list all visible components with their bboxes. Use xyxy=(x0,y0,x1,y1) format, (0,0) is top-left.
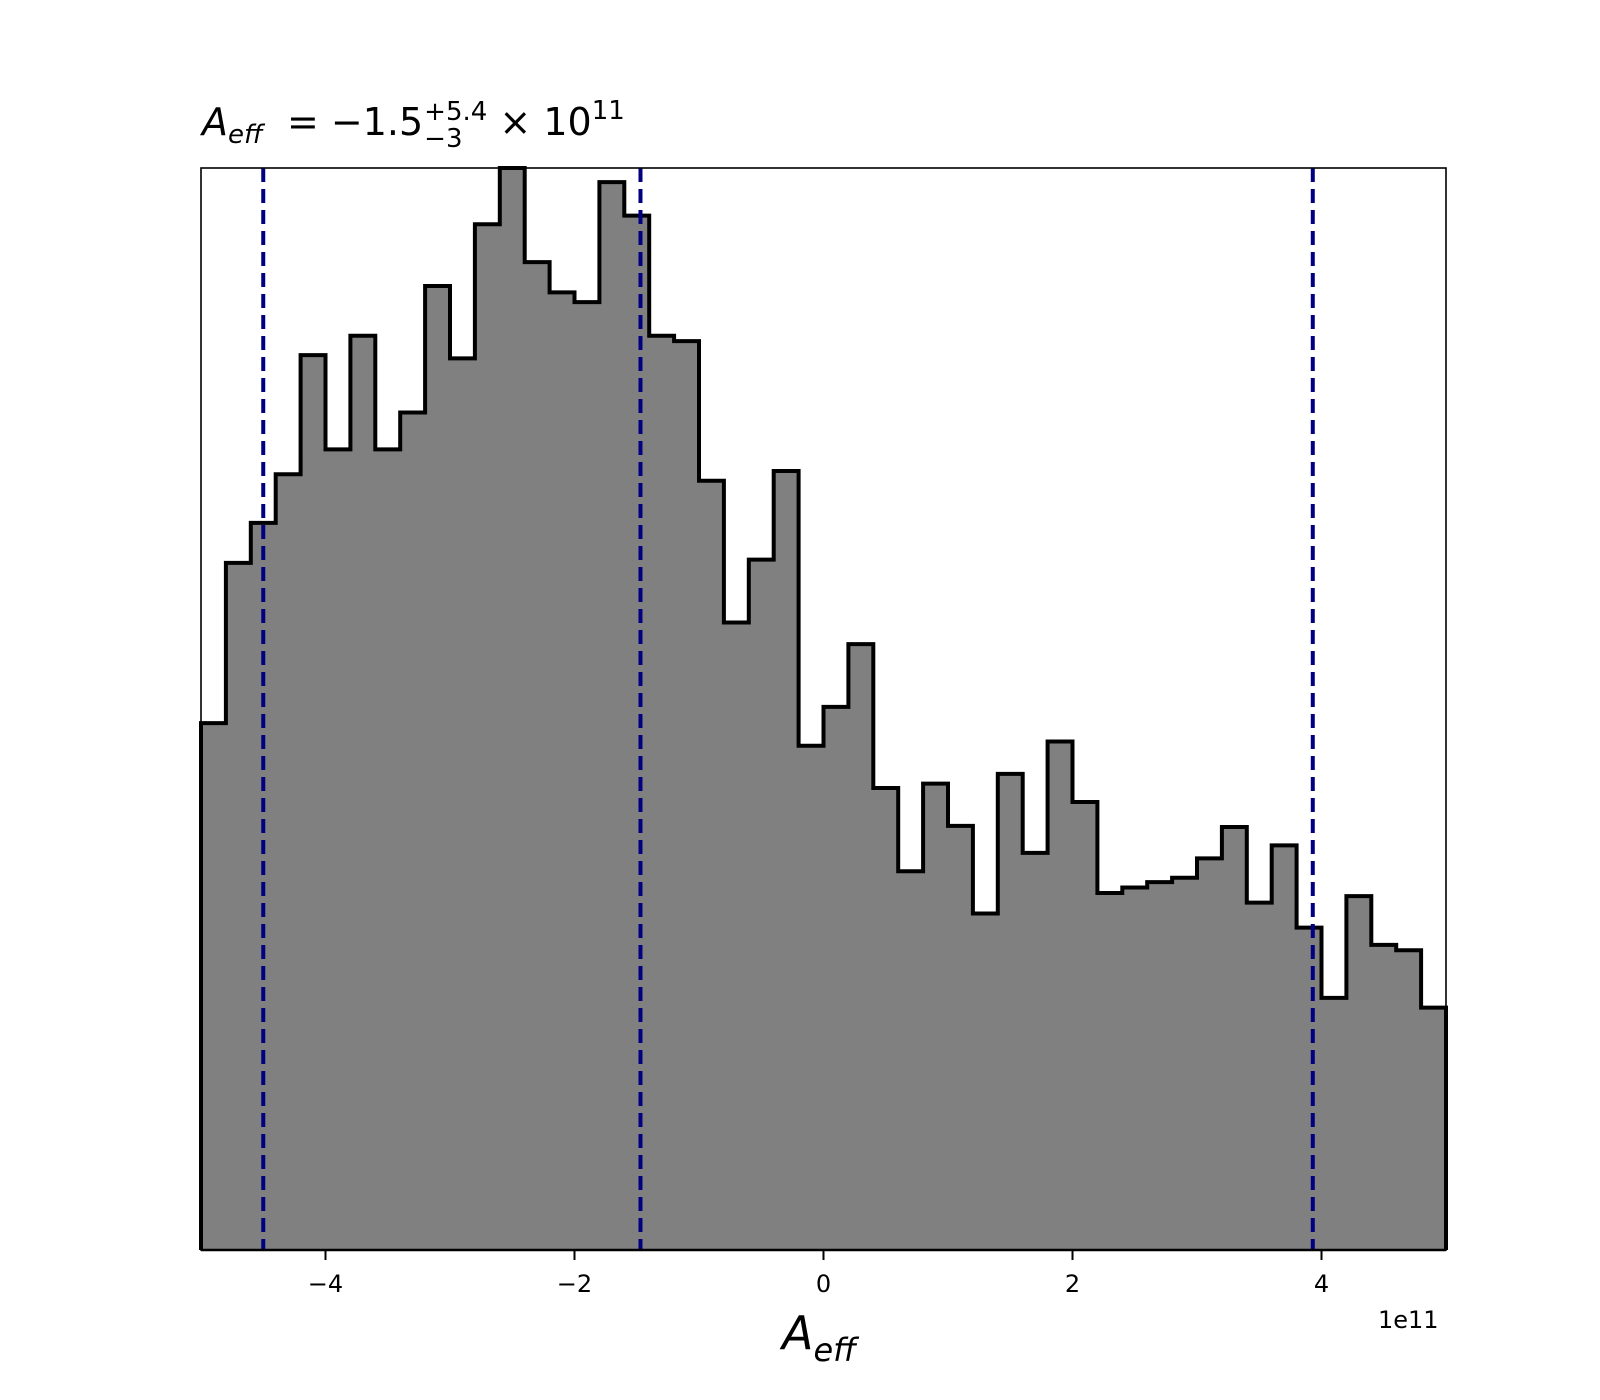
histogram-bar xyxy=(1246,902,1273,1250)
histogram-bar xyxy=(948,825,974,1250)
histogram-bar xyxy=(474,224,501,1250)
histogram-bar xyxy=(1197,858,1223,1250)
histogram-bar xyxy=(1047,741,1074,1250)
histogram-bar xyxy=(1147,882,1173,1250)
x-axis-offset-label: 1e11 xyxy=(1378,1306,1439,1334)
histogram-bar xyxy=(275,474,302,1250)
title-symbol: A xyxy=(202,100,228,144)
x-axis-ticks: −4 −2 0 2 4 xyxy=(308,1250,1329,1298)
histogram-bar xyxy=(997,773,1024,1250)
histogram-bar xyxy=(524,262,551,1250)
title-lower-error: −3 xyxy=(424,124,463,154)
x-axis-label-symbol: A xyxy=(782,1306,814,1360)
title-equals: = xyxy=(286,100,319,144)
histogram-bar xyxy=(499,168,526,1250)
histogram-bar xyxy=(300,355,327,1250)
histogram-bar xyxy=(425,285,451,1250)
histogram-bar xyxy=(549,292,576,1250)
histogram-bar xyxy=(350,335,376,1251)
x-tick-label: −2 xyxy=(557,1270,592,1298)
title-uncertainty: +5.4 −3 xyxy=(424,99,487,153)
histogram-bar xyxy=(773,470,800,1251)
histogram-bar xyxy=(1271,845,1298,1250)
histogram-bar xyxy=(624,215,650,1250)
histogram-bar xyxy=(450,358,476,1250)
histogram-bar xyxy=(1097,892,1123,1250)
title-subscript: eff xyxy=(228,120,263,150)
quantile-lines xyxy=(261,168,1315,1250)
histogram-bar xyxy=(225,562,252,1250)
histogram-bar xyxy=(674,341,700,1250)
histogram-bar xyxy=(898,871,924,1250)
histogram-bar xyxy=(1022,852,1049,1250)
histogram-bar xyxy=(873,787,899,1250)
x-tick-label: 4 xyxy=(1314,1270,1329,1298)
title-value: −1.5 xyxy=(330,100,424,144)
x-tick-label: −4 xyxy=(308,1270,343,1298)
histogram-bar xyxy=(1221,826,1248,1250)
histogram-bar xyxy=(972,913,999,1250)
histogram-bar xyxy=(798,745,825,1250)
histogram-bar xyxy=(1421,1007,1447,1250)
histogram-bar xyxy=(1122,887,1148,1250)
title-upper-error: +5.4 xyxy=(424,97,488,127)
histogram-bar xyxy=(574,302,600,1251)
title-times: × xyxy=(499,100,532,144)
histogram-bar xyxy=(375,449,401,1250)
histogram-bar xyxy=(699,480,725,1250)
x-tick-label: 2 xyxy=(1065,1270,1080,1298)
title-base: 10 xyxy=(543,100,592,144)
histogram-bar xyxy=(748,559,775,1250)
histogram-bar xyxy=(201,723,227,1250)
histogram-bar xyxy=(848,644,874,1250)
histogram-step-outline xyxy=(199,166,1448,1250)
x-axis-label: Aeff xyxy=(782,1306,856,1369)
histogram-bar xyxy=(723,622,750,1250)
histogram-bar xyxy=(1072,802,1098,1250)
title-exponent: 11 xyxy=(591,96,625,126)
histogram-bar xyxy=(1172,877,1198,1250)
histogram-bar xyxy=(1396,950,1422,1250)
x-axis-label-subscript: eff xyxy=(813,1331,857,1369)
histogram-bar xyxy=(400,412,426,1251)
histogram-bar xyxy=(1321,997,1347,1250)
x-tick-label: 0 xyxy=(816,1270,831,1298)
histogram-bar xyxy=(1371,944,1397,1250)
histogram-bar xyxy=(325,449,351,1250)
histogram-bars xyxy=(201,168,1447,1251)
histogram-bar xyxy=(1346,896,1372,1250)
histogram-bar xyxy=(1296,927,1323,1250)
histogram-bar xyxy=(823,706,849,1250)
histogram-bar xyxy=(649,335,675,1251)
histogram-bar xyxy=(599,182,625,1250)
histogram-bar xyxy=(923,783,949,1250)
chart-title: Aeff = −1.5 +5.4 −3 × 1011 xyxy=(202,96,625,153)
